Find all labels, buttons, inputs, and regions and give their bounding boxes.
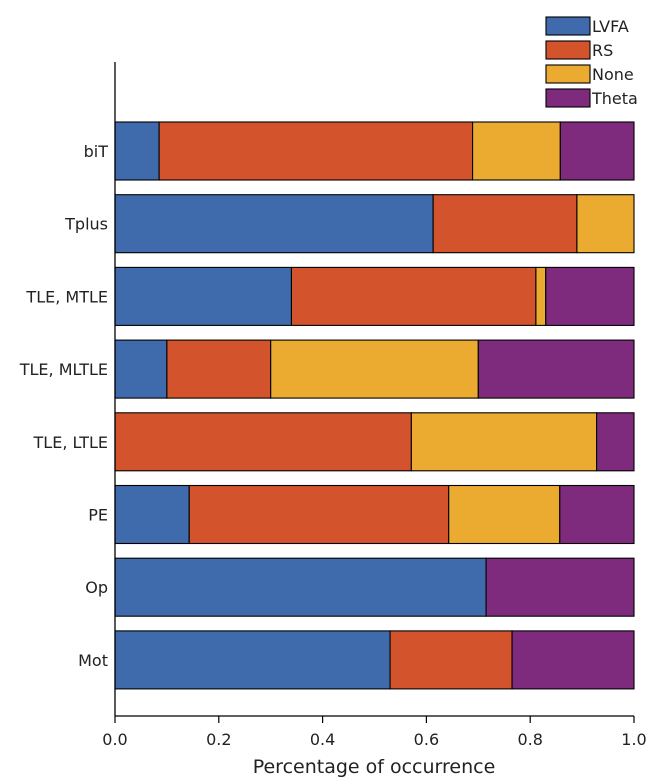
bar-segment-theta	[477, 339, 635, 399]
bar-segment-none	[472, 121, 561, 181]
legend-swatch-lvfa	[545, 16, 591, 36]
bar-segment-rs	[290, 266, 537, 326]
category-label: Op	[85, 578, 108, 597]
category-label: TLE, MTLE	[25, 287, 108, 306]
bar-segment-rs	[158, 121, 474, 181]
bar-segment-lvfa	[114, 194, 434, 254]
category-label: Tplus	[64, 215, 108, 234]
legend-swatch-rs	[545, 40, 591, 60]
category-label: Mot	[78, 651, 108, 670]
bar-segment-rs	[114, 412, 412, 472]
legend-swatch-theta	[545, 88, 591, 108]
legend-label: None	[592, 65, 634, 84]
bar-segment-theta	[485, 557, 635, 617]
y-axis-category-labels: biT Tplus TLE, MTLE TLE, MLTLE TLE, LTLE PE Op…	[19, 142, 109, 670]
plot-area	[114, 121, 635, 690]
bar-segment-theta	[559, 484, 635, 545]
x-tick-label: 0.0	[102, 730, 127, 749]
bar-segment-none	[535, 266, 547, 326]
bar-segment-lvfa	[114, 339, 168, 399]
x-axis-ticks: 0.0 0.2 0.4 0.6 0.8 1.0	[102, 716, 647, 749]
legend: LVFA RS None Theta	[545, 16, 638, 108]
bar-segment-theta	[596, 412, 635, 472]
category-label: TLE, LTLE	[33, 433, 108, 452]
bar-segment-theta	[559, 121, 635, 181]
bar-segment-rs	[188, 484, 450, 545]
bar-segment-theta	[511, 630, 635, 690]
x-tick-label: 0.4	[310, 730, 335, 749]
bar-segment-lvfa	[114, 557, 487, 617]
x-tick-label: 0.8	[517, 730, 542, 749]
bar-segment-lvfa	[114, 121, 160, 181]
legend-label: Theta	[591, 89, 638, 108]
category-label: PE	[88, 506, 108, 525]
bar-segment-none	[448, 484, 561, 545]
bar-segment-rs	[432, 194, 578, 254]
bar-segment-rs	[166, 339, 272, 399]
axes	[114, 62, 634, 717]
bar-segment-none	[576, 194, 635, 254]
legend-label: LVFA	[592, 17, 629, 36]
x-tick-label: 0.2	[206, 730, 231, 749]
bar-segment-none	[410, 412, 598, 472]
bar-segment-theta	[545, 266, 635, 326]
bar-segment-lvfa	[114, 630, 391, 690]
bar-segment-rs	[389, 630, 513, 690]
bar-segment-none	[270, 339, 479, 399]
x-tick-label: 0.6	[414, 730, 439, 749]
bar-segment-lvfa	[114, 266, 293, 326]
x-axis-title: Percentage of occurrence	[253, 756, 496, 778]
legend-label: RS	[592, 41, 613, 60]
bar-segment-lvfa	[114, 484, 190, 545]
category-label: biT	[84, 142, 109, 161]
legend-swatch-none	[545, 64, 591, 84]
x-tick-label: 1.0	[621, 730, 646, 749]
category-label: TLE, MLTLE	[19, 360, 108, 379]
